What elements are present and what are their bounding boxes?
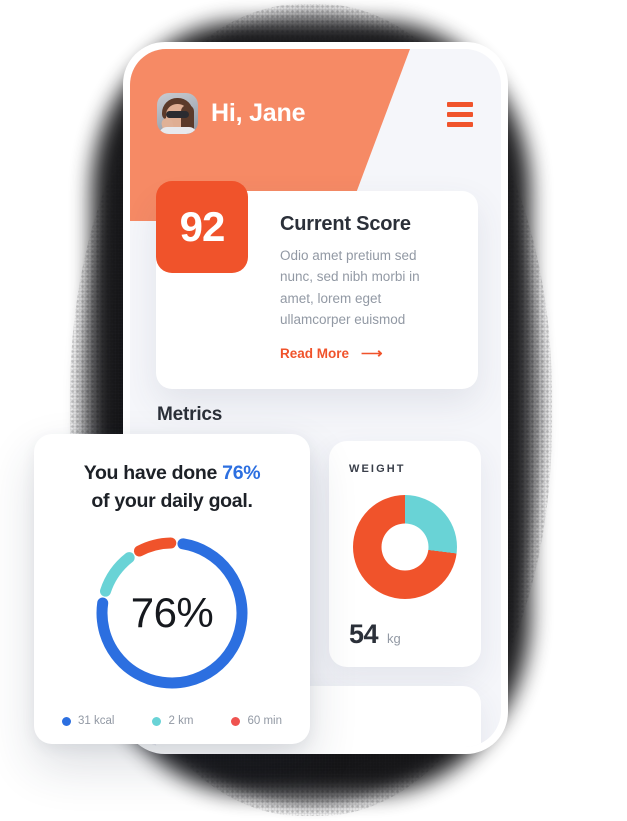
donut-segment [96,538,248,689]
score-title: Current Score [280,213,411,235]
read-more-link[interactable]: Read More ⟶ [280,346,383,361]
hamburger-menu-icon[interactable] [447,102,473,127]
avatar[interactable] [157,93,198,134]
arrow-right-icon: ⟶ [361,345,383,363]
donut-center-value: 76% [130,589,214,637]
legend-item[interactable]: 2 km [152,715,193,727]
goal-heading-prefix: You have done [83,462,223,484]
avatar-shoulder [159,127,197,134]
greeting-text: Hi, Jane [211,99,306,127]
donut-legend: 31 kcal 2 km 60 min [54,715,290,727]
legend-label: 31 kcal [78,715,115,728]
legend-item[interactable]: 31 kcal [62,715,114,727]
hamburger-bar-2 [447,112,473,117]
weight-unit: kg [387,631,401,646]
weight-label: WEIGHT [349,463,406,475]
avatar-sunglasses [166,111,189,118]
greeting-row: Hi, Jane [157,93,305,134]
metrics-section-title: Metrics [157,404,223,425]
score-badge: 92 [156,181,248,273]
weight-value-row: 54 kg [349,619,461,650]
weight-number: 54 [349,619,379,649]
donut-svg [96,537,248,689]
legend-label: 60 min [247,715,282,728]
donut-segment [133,537,177,557]
goal-heading-percent: 76% [222,462,261,484]
donut-segment [99,552,135,598]
donut-arc-group [96,537,248,689]
current-score-card: 92 Current Score Odio amet pretium sed n… [156,181,478,390]
goal-heading-suffix: of your daily goal. [91,489,253,512]
hamburger-bar-3 [447,122,473,127]
score-description: Odio amet pretium sed nunc, sed nibh mor… [280,248,420,327]
weight-card[interactable]: WEIGHT 54 kg [329,441,481,667]
legend-dot-icon [152,716,162,726]
legend-label: 2 km [168,715,194,728]
weight-pie-chart [353,495,457,599]
daily-goal-card: You have done 76% of your daily goal. 76… [34,434,310,744]
hamburger-bar-1 [447,102,473,107]
daily-goal-donut-chart: 76% [88,529,256,697]
legend-item[interactable]: 60 min [231,715,282,727]
legend-dot-icon [231,716,241,726]
goal-heading: You have done 76% of your daily goal. [54,460,290,515]
read-more-label: Read More [280,346,350,362]
legend-dot-icon [62,716,71,726]
